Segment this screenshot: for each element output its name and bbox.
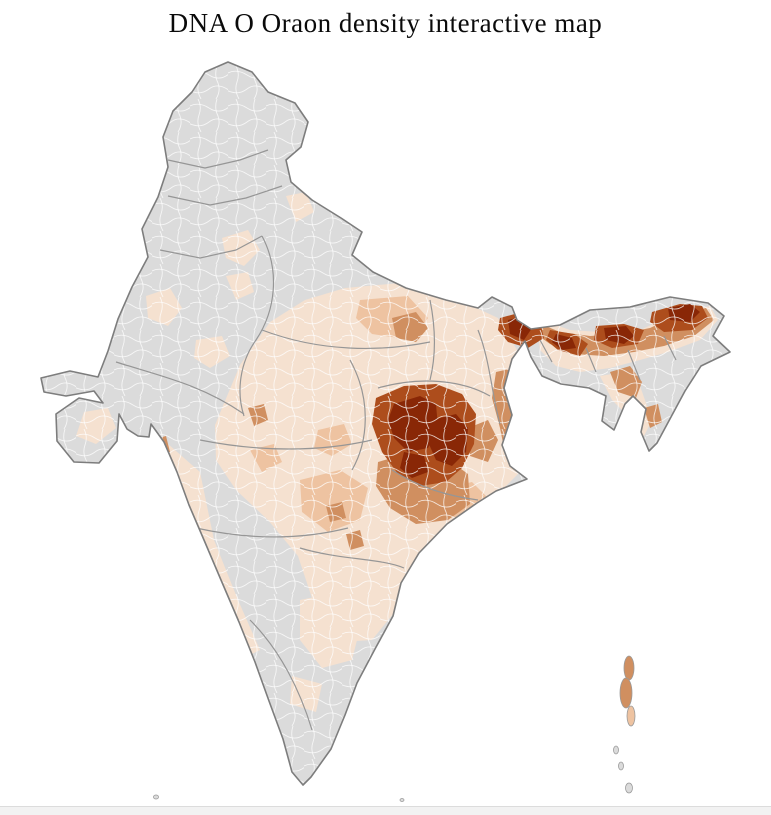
- island-nicobar-1[interactable]: [613, 745, 619, 755]
- island-nicobar-2[interactable]: [618, 761, 624, 771]
- horizontal-scrollbar[interactable]: [0, 806, 771, 815]
- island-andaman-1[interactable]: [623, 655, 635, 681]
- district-region-bengal-dot-high[interactable]: [516, 440, 534, 462]
- district-region-south-bengal-gray[interactable]: [516, 434, 552, 478]
- page-title: DNA O Oraon density interactive map: [168, 8, 603, 38]
- island-andaman-2[interactable]: [619, 677, 633, 709]
- state-borders: [115, 149, 677, 731]
- island-nicobar-3[interactable]: [625, 782, 633, 794]
- island-west-islet[interactable]: [153, 794, 159, 800]
- island-andaman-3[interactable]: [626, 705, 636, 727]
- island-south-islet[interactable]: [399, 798, 405, 802]
- island-layer: [153, 655, 636, 802]
